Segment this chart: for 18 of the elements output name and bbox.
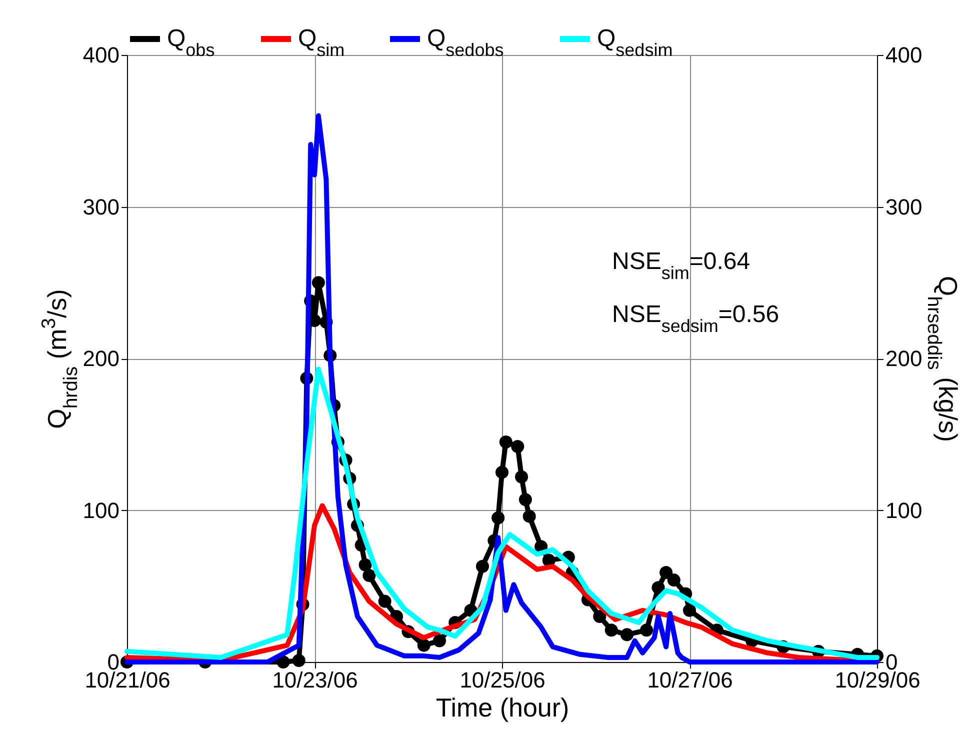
y2-tick-label: 300 <box>886 194 922 220</box>
y-tick-label: 100 <box>82 498 120 523</box>
legend-label: Q$_{obs}$ <box>167 25 215 60</box>
x-axis-title: Time (hour) <box>436 692 570 722</box>
y2-tick-label: 200 <box>886 346 922 371</box>
y2-tick-label: 100 <box>886 498 922 523</box>
legend-label: Q$_{sedobs}$ <box>427 25 504 60</box>
x-tick-label: 10/23/06 <box>272 668 358 692</box>
y-tick-label: 200 <box>82 346 120 371</box>
x-tick-label: 10/27/06 <box>647 668 733 692</box>
y-tick-label: 400 <box>82 42 120 68</box>
legend-label: Q$_{sedsim}$ <box>597 25 673 60</box>
y-tick-label: 300 <box>82 194 120 220</box>
legend-label: Q$_{sim}$ <box>298 25 345 60</box>
annotation: NSE$_{sim}$=0.64 <box>612 248 750 283</box>
y2-tick-label: 400 <box>886 42 922 68</box>
x-tick-label: 10/25/06 <box>460 668 546 692</box>
annotation: NSE$_{sedsim}$=0.56 <box>612 301 780 336</box>
